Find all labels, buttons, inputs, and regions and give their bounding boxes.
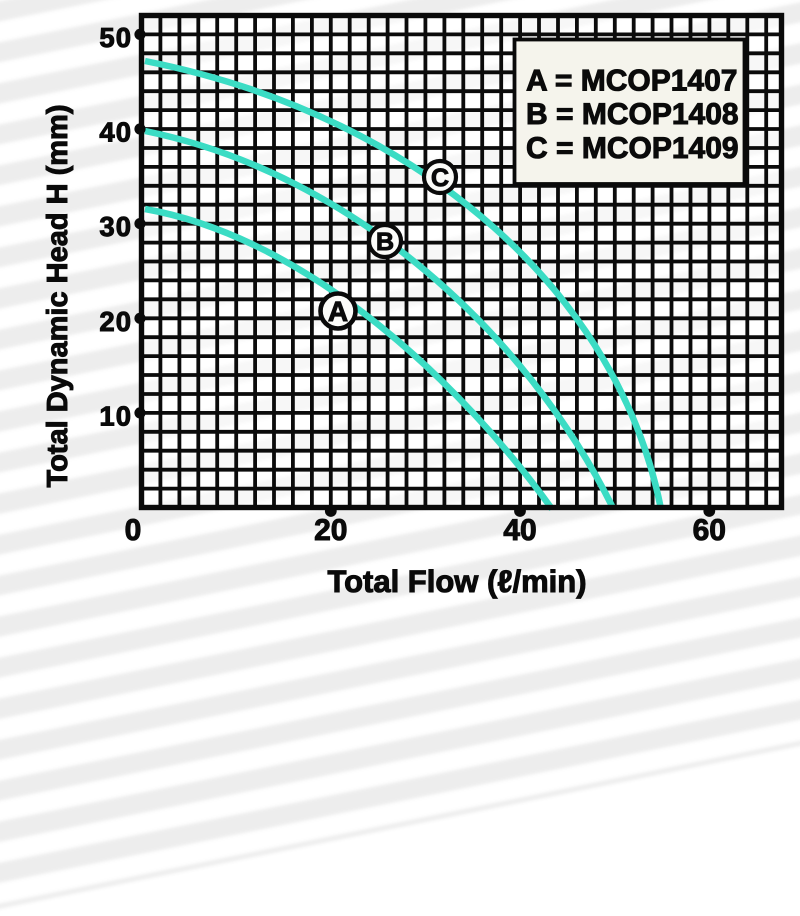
svg-text:A = MCOP1407: A = MCOP1407	[526, 65, 737, 98]
svg-text:10: 10	[99, 400, 132, 431]
svg-text:Total Dynamic Head H (mm): Total Dynamic Head H (mm)	[42, 105, 74, 488]
svg-text:C: C	[431, 164, 449, 192]
svg-text:Total Flow (ℓ/min): Total Flow (ℓ/min)	[327, 564, 586, 599]
svg-text:C = MCOP1409: C = MCOP1409	[526, 132, 739, 165]
svg-text:20: 20	[99, 306, 132, 337]
svg-text:30: 30	[99, 211, 132, 242]
svg-text:40: 40	[99, 117, 132, 148]
svg-text:B: B	[376, 228, 394, 256]
svg-text:B = MCOP1408: B = MCOP1408	[526, 98, 739, 131]
svg-text:20: 20	[314, 514, 347, 547]
svg-text:60: 60	[693, 514, 726, 547]
svg-text:50: 50	[99, 22, 132, 53]
svg-text:40: 40	[503, 514, 536, 547]
svg-text:A: A	[328, 296, 348, 327]
svg-text:0: 0	[125, 514, 142, 547]
